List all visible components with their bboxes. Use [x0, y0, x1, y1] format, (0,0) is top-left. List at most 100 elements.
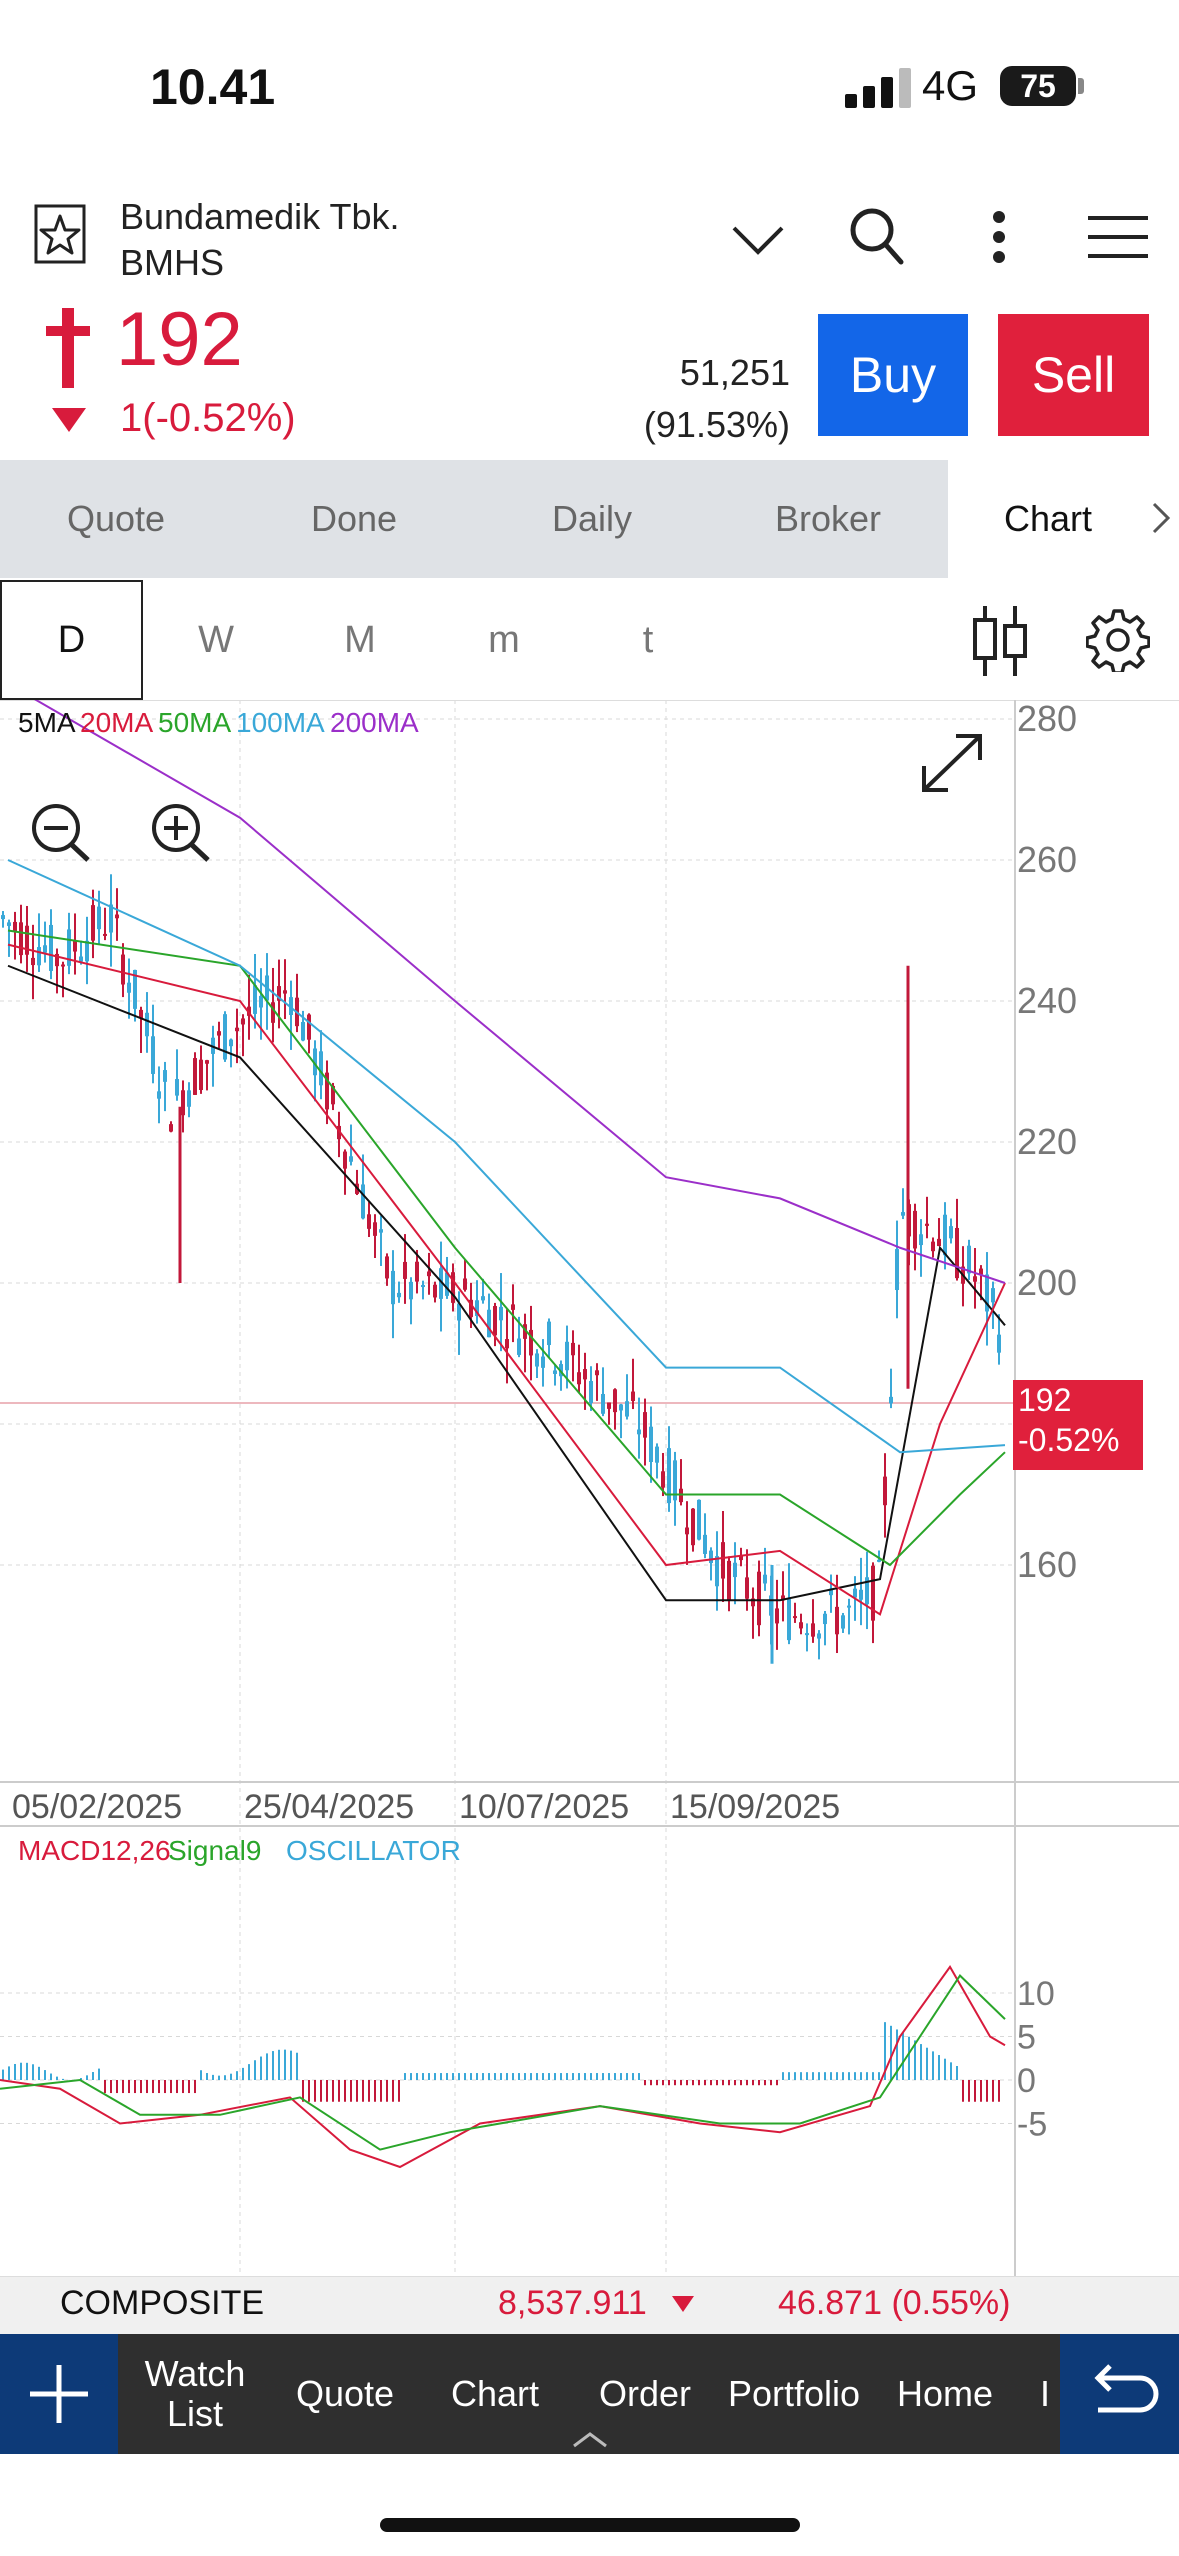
watchlist-star-icon[interactable] — [34, 204, 86, 264]
candle-body — [847, 1605, 851, 1608]
candle-body — [835, 1606, 839, 1635]
battery-icon: 75 — [1000, 66, 1076, 106]
zoom-out-icon[interactable] — [32, 804, 90, 862]
candlestick-type-icon[interactable] — [970, 606, 1030, 676]
candle-body — [697, 1499, 701, 1540]
nav-portfolio[interactable]: Portfolio — [727, 2373, 861, 2414]
more-options-icon[interactable] — [992, 210, 1006, 264]
add-button[interactable] — [0, 2334, 118, 2454]
candle-body — [883, 1476, 887, 1506]
candle-body — [565, 1341, 569, 1371]
stock-code: BMHS — [120, 242, 225, 283]
candle-body — [199, 1059, 203, 1091]
sell-button[interactable]: Sell — [998, 314, 1149, 436]
candle-body — [775, 1608, 779, 1624]
buy-button[interactable]: Buy — [818, 314, 968, 436]
gear-icon[interactable] — [1086, 608, 1150, 672]
candle-body — [121, 954, 125, 985]
candle-body — [859, 1589, 863, 1600]
candle-body — [31, 957, 35, 966]
current-price-label: 192 — [1018, 1382, 1072, 1418]
candle-body — [637, 1429, 641, 1435]
candle-body — [37, 947, 41, 966]
candle-body — [553, 1370, 557, 1374]
candle-body — [499, 1306, 503, 1321]
candle-body — [415, 1261, 419, 1282]
macd-line — [0, 1965, 1006, 2169]
candle-body — [61, 964, 65, 967]
nav-order[interactable]: Order — [598, 2373, 692, 2414]
chevron-right-icon[interactable] — [1150, 500, 1172, 536]
candle-body — [79, 956, 83, 962]
candle-body — [349, 1156, 353, 1162]
candle-body — [19, 922, 23, 956]
candle-body — [685, 1527, 689, 1535]
candle-body — [997, 1334, 1001, 1353]
candle-body — [133, 969, 137, 1009]
candle-body — [931, 1241, 935, 1252]
last-price: 192 — [116, 297, 243, 382]
nav-watchlist[interactable]: Watch List — [144, 2353, 246, 2434]
hamburger-menu-icon[interactable] — [1086, 214, 1150, 260]
ma-line-20ma — [7, 943, 1006, 1616]
candle-body — [421, 1285, 425, 1288]
candle-body — [547, 1321, 551, 1346]
candle-body — [433, 1284, 437, 1298]
period-minute[interactable]: m — [488, 618, 520, 661]
candle-body — [895, 1249, 899, 1291]
period-monthly[interactable]: M — [344, 618, 376, 661]
candle-body — [1, 915, 5, 920]
undo-arrow-icon — [1094, 2364, 1159, 2413]
candle-body — [49, 924, 53, 971]
candle-body — [979, 1268, 983, 1275]
candle-body — [649, 1426, 653, 1462]
candle-body — [331, 1085, 335, 1105]
nav-quote[interactable]: Quote — [295, 2373, 395, 2414]
ma-legend-item: 200MA — [330, 707, 419, 738]
candle-body — [745, 1577, 749, 1599]
candle-body — [13, 921, 17, 933]
candle-body — [955, 1227, 959, 1279]
candle-body — [601, 1394, 605, 1414]
ma-legend-item: 20MA — [80, 707, 153, 738]
candle-body — [403, 1261, 407, 1279]
period-daily[interactable]: D — [0, 580, 143, 700]
candle-body — [235, 1027, 239, 1032]
search-icon[interactable] — [848, 206, 904, 266]
price-chart[interactable]: 05/02/2025 25/04/2025 10/07/2025 15/09/2025… — [0, 700, 1179, 2276]
nav-chart[interactable]: Chart — [450, 2373, 540, 2414]
candle-body — [751, 1598, 755, 1607]
period-weekly[interactable]: W — [198, 618, 234, 661]
candle-body — [583, 1369, 587, 1380]
ma-line-100ma — [7, 859, 1006, 1454]
candle-body — [763, 1574, 767, 1584]
tab-quote[interactable]: Quote — [66, 498, 166, 539]
tab-done[interactable]: Done — [310, 498, 398, 539]
period-tick[interactable]: t — [642, 618, 654, 661]
back-button[interactable] — [1060, 2334, 1179, 2454]
tab-daily[interactable]: Daily — [551, 498, 632, 539]
candle-body — [109, 904, 113, 933]
candle-body — [577, 1372, 581, 1385]
price-tick-label: 160 — [1017, 1544, 1077, 1585]
chevron-up-icon[interactable] — [570, 2430, 610, 2450]
candle-body — [595, 1370, 599, 1376]
nav-more[interactable]: I — [1039, 2373, 1050, 2414]
candle-body — [715, 1556, 719, 1587]
candle-body — [313, 1048, 317, 1076]
zoom-in-icon[interactable] — [152, 804, 210, 862]
composite-bar — [0, 2276, 1179, 2334]
nav-home[interactable]: Home — [896, 2373, 994, 2414]
active-tab-background — [948, 460, 1179, 578]
chevron-down-icon[interactable] — [730, 222, 786, 258]
candle-body — [691, 1508, 695, 1546]
candle-body — [43, 945, 47, 953]
candle-body — [361, 1184, 365, 1219]
candle-body — [493, 1306, 497, 1336]
chart-grid: 05/02/2025 25/04/2025 10/07/2025 15/09/2025 — [0, 700, 1015, 2276]
candle-body — [817, 1633, 821, 1639]
tab-chart[interactable]: Chart — [1003, 498, 1093, 539]
tab-broker[interactable]: Broker — [774, 498, 882, 539]
network-label: 4G — [922, 62, 979, 109]
expand-icon[interactable] — [922, 734, 982, 792]
